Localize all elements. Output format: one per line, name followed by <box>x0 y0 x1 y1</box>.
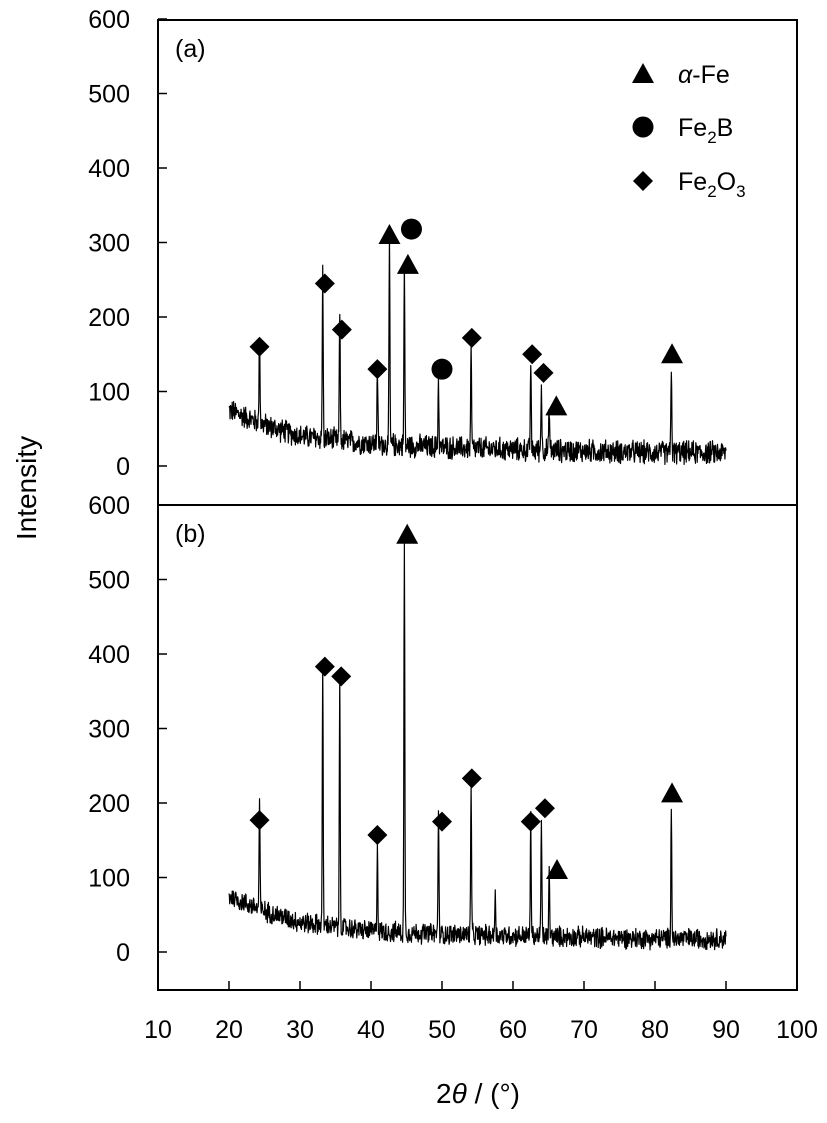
peak-marker-diamond <box>249 810 270 831</box>
y-tick-label: 500 <box>88 567 130 595</box>
x-tick-label: 60 <box>499 1016 527 1044</box>
y-tick-label: 300 <box>88 230 130 258</box>
panel-label-a: (a) <box>175 35 206 63</box>
peak-marker-triangle <box>396 523 419 544</box>
y-tick-label: 600 <box>88 492 130 520</box>
x-tick-label: 10 <box>144 1016 172 1044</box>
peak-marker-diamond <box>249 336 270 357</box>
panel-a: (a) <box>175 35 727 466</box>
y-tick-label: 400 <box>88 155 130 183</box>
y-tick-label: 400 <box>88 641 130 669</box>
peak-marker-diamond <box>522 344 543 365</box>
peak-marker-diamond <box>331 319 352 340</box>
x-tick-label: 80 <box>641 1016 669 1044</box>
y-tick-label: 200 <box>88 790 130 818</box>
panel-b: (b) <box>175 520 727 951</box>
x-tick-label: 70 <box>570 1016 598 1044</box>
y-tick-label: 0 <box>116 453 130 481</box>
peak-marker-circle <box>400 218 422 240</box>
legend-triangle-icon <box>632 63 654 83</box>
y-tick-label: 200 <box>88 304 130 332</box>
panel-label-b: (b) <box>175 520 206 548</box>
peak-marker-diamond <box>461 327 482 348</box>
y-tick-label: 300 <box>88 716 130 744</box>
legend: α-Fe Fe2B Fe2O3 <box>632 61 746 201</box>
y-tick-label: 500 <box>88 81 130 109</box>
y-tick-label: 600 <box>88 6 130 34</box>
peak-marker-diamond <box>367 825 388 846</box>
x-tick-label: 20 <box>215 1016 243 1044</box>
x-tick-label: 40 <box>357 1016 385 1044</box>
peak-marker-diamond <box>367 359 388 380</box>
peak-marker-diamond <box>533 362 554 383</box>
peak-marker-triangle <box>661 782 684 803</box>
xrd-pattern-a <box>228 233 727 466</box>
x-axis: 10 20 30 40 50 60 70 80 90 100 <box>144 981 818 1044</box>
x-axis-title: 2θ / (°) <box>436 1078 520 1109</box>
y-axis-panel-a: 0 100 200 300 400 500 600 <box>88 6 167 481</box>
legend-label: Fe2O3 <box>678 168 746 201</box>
x-tick-label: 100 <box>776 1016 818 1044</box>
peak-marker-triangle <box>378 224 401 245</box>
peak-marker-diamond <box>520 811 541 832</box>
peak-marker-diamond <box>461 768 482 789</box>
y-tick-label: 100 <box>88 865 130 893</box>
peak-marker-diamond <box>331 666 352 687</box>
x-tick-label: 30 <box>286 1016 314 1044</box>
peak-marker-triangle <box>661 343 684 364</box>
x-tick-label: 90 <box>712 1016 740 1044</box>
peak-marker-diamond <box>314 273 335 294</box>
peak-marker-diamond <box>432 811 452 832</box>
legend-diamond-icon <box>633 171 653 191</box>
legend-label: Fe2B <box>678 114 733 147</box>
y-tick-label: 100 <box>88 379 130 407</box>
legend-label: α-Fe <box>678 61 730 89</box>
x-tick-label: 50 <box>428 1016 456 1044</box>
peak-marker-triangle <box>546 859 569 880</box>
y-axis-title: Intensity <box>11 436 42 540</box>
y-tick-label: 0 <box>116 939 130 967</box>
legend-circle-icon <box>632 116 654 138</box>
peak-marker-triangle <box>396 253 419 274</box>
peak-marker-diamond <box>534 798 555 819</box>
peak-marker-triangle <box>545 395 568 416</box>
peak-marker-diamond <box>314 656 335 677</box>
xrd-pattern-b <box>228 543 727 951</box>
peak-marker-circle <box>431 358 453 380</box>
y-axis-panel-b: 0 100 200 300 400 500 600 <box>88 492 167 967</box>
